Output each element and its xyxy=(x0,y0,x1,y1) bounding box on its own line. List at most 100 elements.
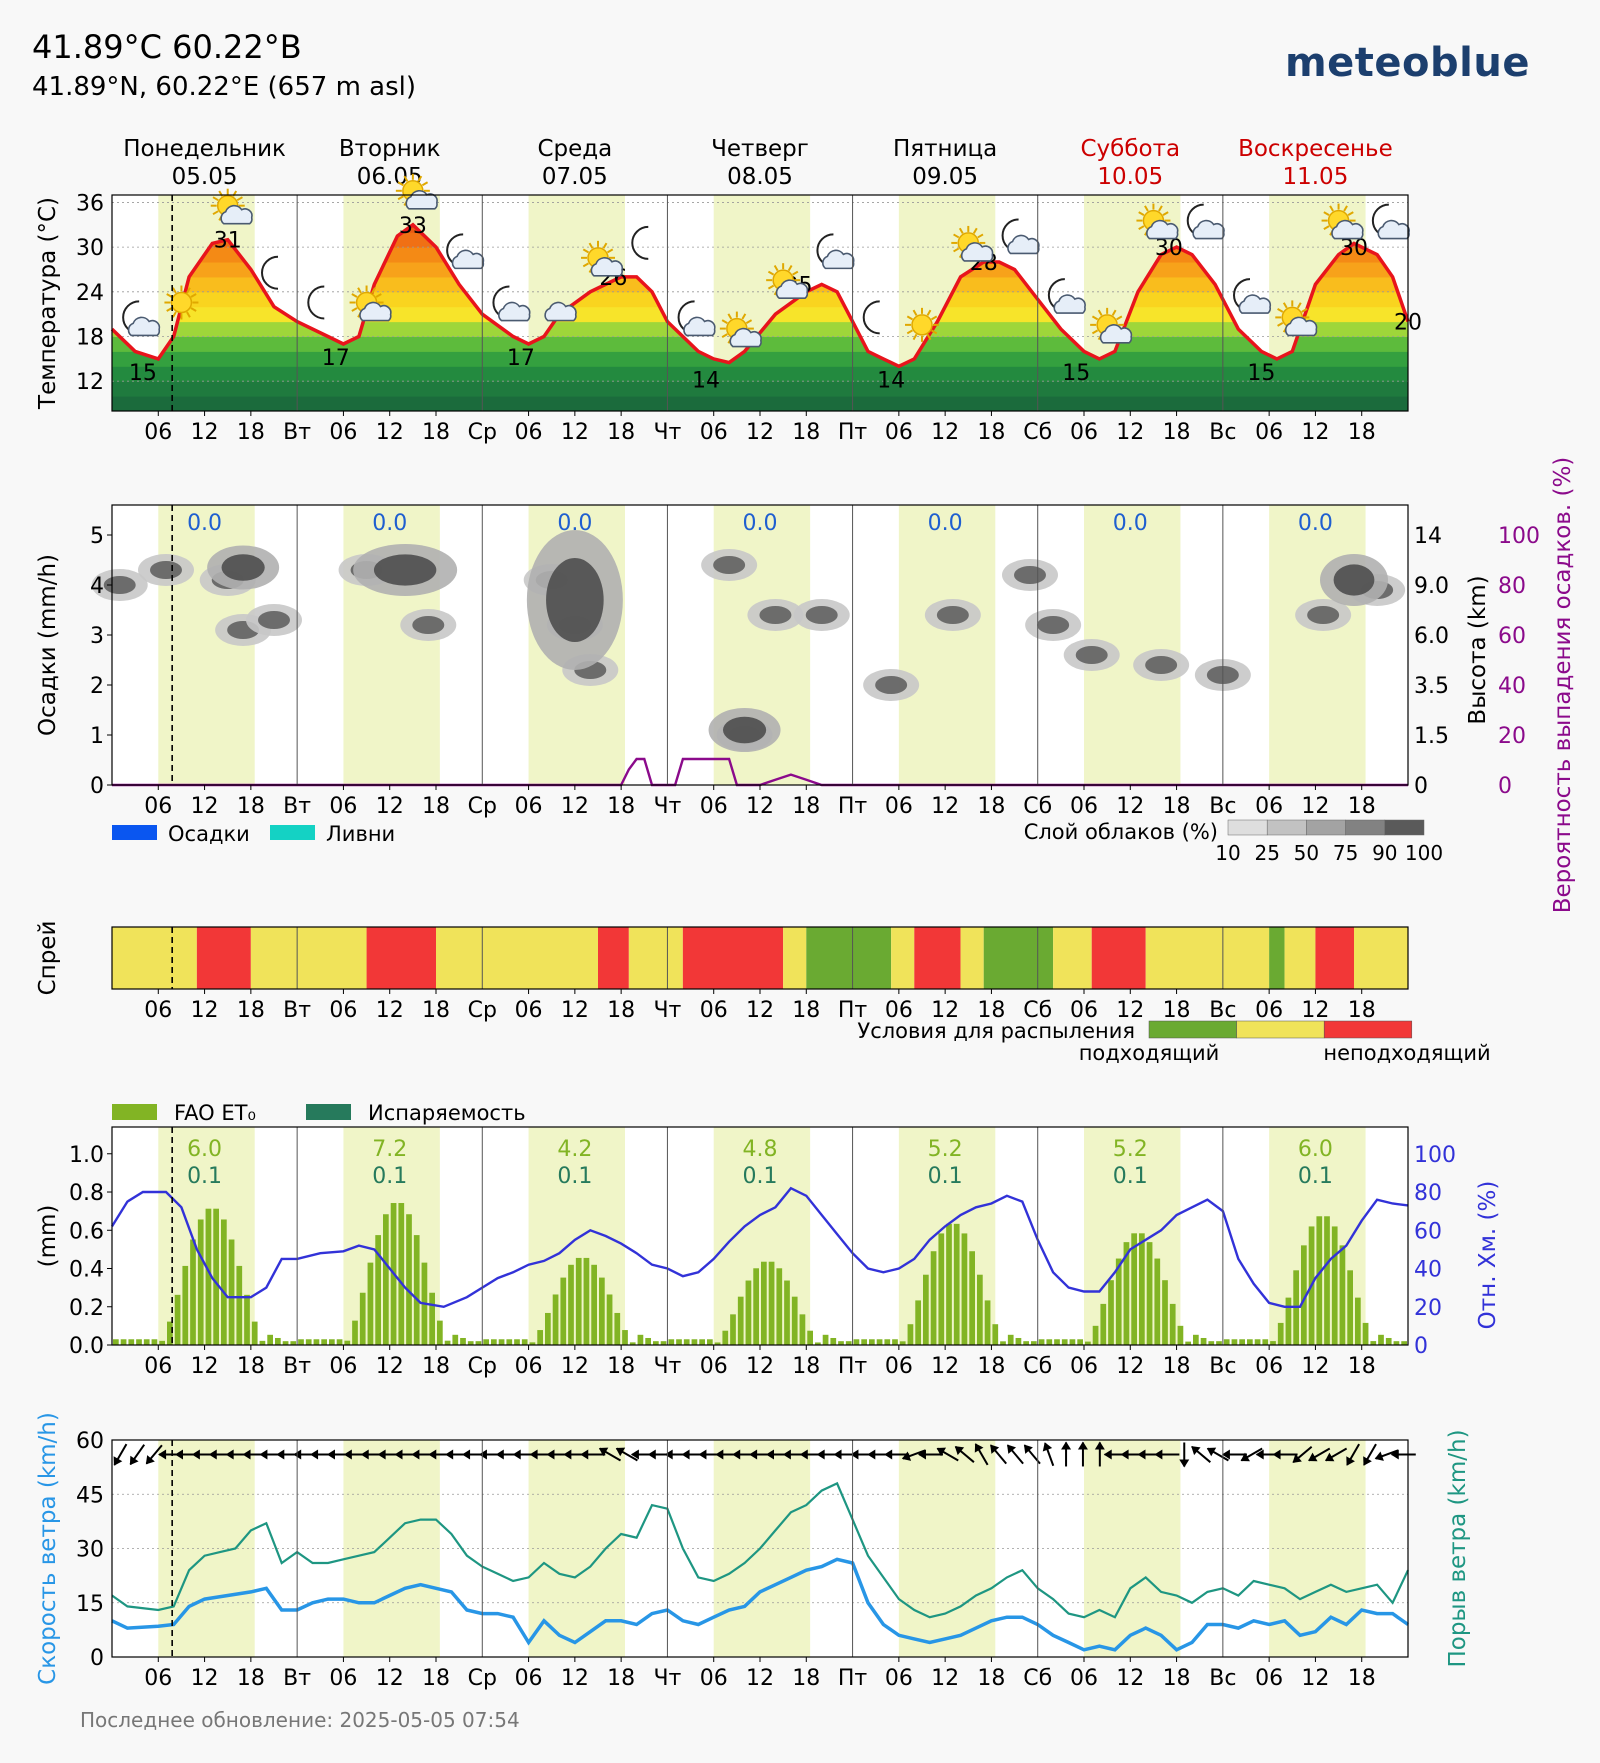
day-name: Понедельник xyxy=(123,136,286,162)
cloud-layer-core xyxy=(1075,646,1108,664)
hour-tick-label: 06 xyxy=(1070,794,1098,819)
et0-bar xyxy=(1154,1258,1161,1345)
y-tick-label: 0.6 xyxy=(69,1219,104,1244)
daily-precipitation-total: 0.0 xyxy=(743,511,778,536)
daily-evaporation-total: 0.1 xyxy=(1298,1164,1333,1189)
cloud-shape xyxy=(683,316,716,337)
sun-cloud-icon xyxy=(1136,203,1179,240)
wind-direction-arrow xyxy=(1206,1447,1229,1462)
arrow-head xyxy=(1255,1449,1264,1460)
cloud-legend-swatch xyxy=(1227,819,1268,836)
day-tick-label: Чт xyxy=(653,1354,681,1379)
sun-ray xyxy=(1282,302,1288,309)
sun-ray xyxy=(371,287,376,294)
et0-bar xyxy=(1185,1341,1191,1345)
y-tick-label: 60 xyxy=(76,1429,104,1454)
spray-legend-good: подходящий xyxy=(1079,1041,1220,1065)
day-tick-label: Чт xyxy=(653,794,681,819)
daily-et0-total: 4.2 xyxy=(557,1137,592,1162)
temperature-label: 17 xyxy=(322,346,350,371)
sun-ray xyxy=(958,227,964,234)
hour-tick-label: 18 xyxy=(607,794,635,819)
cloud-legend-tick: 50 xyxy=(1294,841,1319,865)
et0-bar xyxy=(275,1337,281,1345)
cloud-shape xyxy=(1284,316,1318,337)
hour-tick-label: 12 xyxy=(376,998,404,1023)
spray-segment-mid xyxy=(1284,927,1316,989)
wind-direction-arrow xyxy=(1042,1442,1055,1467)
et0-bar xyxy=(437,1320,443,1345)
hour-tick-label: 12 xyxy=(931,1666,959,1691)
et0-bar xyxy=(892,1339,898,1345)
height-tick-label: 3.5 xyxy=(1414,674,1449,699)
et0-bar xyxy=(174,1294,181,1345)
moon-icon xyxy=(677,300,716,337)
sun-cloud-icon xyxy=(349,285,392,322)
arrow-head xyxy=(546,1449,555,1460)
et0-bar xyxy=(568,1264,574,1345)
daylight-band xyxy=(898,505,996,785)
hour-tick-label: 18 xyxy=(977,420,1005,445)
hour-tick-label: 12 xyxy=(191,1354,219,1379)
et0-bar xyxy=(992,1324,999,1345)
et0-bar xyxy=(375,1235,381,1345)
et0-bar xyxy=(1139,1233,1145,1345)
hour-tick-label: 06 xyxy=(1255,998,1283,1023)
hour-tick-label: 18 xyxy=(1348,420,1376,445)
cloud-legend-tick: 10 xyxy=(1215,841,1240,865)
arrow-head xyxy=(598,1447,609,1457)
moon-icon xyxy=(261,255,279,290)
hour-tick-label: 12 xyxy=(746,1354,774,1379)
hour-tick-label: 12 xyxy=(191,420,219,445)
et0-bar xyxy=(946,1223,952,1345)
sun-ray xyxy=(602,242,608,249)
wind-direction-arrow xyxy=(1077,1441,1088,1467)
wind-direction-arrow xyxy=(129,1444,146,1466)
arrow-head xyxy=(343,1449,352,1460)
spray-legend-bad: неподходящий xyxy=(1323,1041,1490,1065)
et0-bar xyxy=(815,1342,821,1345)
sun-ray xyxy=(721,319,728,324)
arrow-head xyxy=(749,1449,758,1460)
y-tick-label: 30 xyxy=(76,236,104,261)
sun-ray xyxy=(1323,225,1330,230)
cloud-layer-core xyxy=(150,561,182,579)
wind-direction-arrow xyxy=(1179,1442,1190,1468)
temperature-band xyxy=(112,396,1408,411)
height-tick-label: 1.5 xyxy=(1414,724,1449,749)
day-tick-label: Пт xyxy=(838,1354,868,1379)
hour-tick-label: 18 xyxy=(1163,794,1191,819)
arrow-head xyxy=(1346,1456,1355,1466)
day-tick-label: Вс xyxy=(1209,1666,1236,1691)
hour-tick-label: 12 xyxy=(561,794,589,819)
cloud-shape xyxy=(729,327,762,348)
humidity-tick-label: 0 xyxy=(1414,1334,1428,1359)
sun-ray xyxy=(773,264,779,272)
day-date: 07.05 xyxy=(542,164,608,190)
last-updated: Последнее обновление: 2025-05-05 07:54 xyxy=(80,1708,520,1732)
et0-bar xyxy=(876,1339,883,1345)
wind-direction-arrow xyxy=(1061,1441,1072,1467)
sun-ray xyxy=(1329,205,1334,212)
et0-bar xyxy=(1054,1339,1060,1345)
et0-bar xyxy=(676,1339,682,1345)
meteoblue-logo[interactable]: meteoblue xyxy=(1285,40,1530,86)
et0-bar xyxy=(707,1339,713,1345)
day-tick-label: Вт xyxy=(283,794,311,819)
probability-tick-label: 100 xyxy=(1498,524,1540,549)
et0-bar xyxy=(398,1203,405,1345)
et0-bar xyxy=(143,1339,150,1345)
hour-tick-label: 12 xyxy=(931,420,959,445)
location-title: 41.89°C 60.22°B xyxy=(32,28,302,66)
cloud-legend-title: Слой облаков (%) xyxy=(1024,820,1218,844)
arrow-head xyxy=(954,1446,965,1456)
hour-tick-label: 06 xyxy=(700,1354,728,1379)
et0-bar xyxy=(830,1337,837,1345)
probability-tick-label: 80 xyxy=(1498,574,1526,599)
moon-icon xyxy=(1371,203,1410,240)
wind-direction-arrow xyxy=(884,1449,910,1460)
arrow-head xyxy=(326,1449,335,1460)
hour-tick-label: 12 xyxy=(931,998,959,1023)
y-tick-label: 0 xyxy=(90,1646,104,1671)
et0-bar xyxy=(1200,1337,1207,1345)
